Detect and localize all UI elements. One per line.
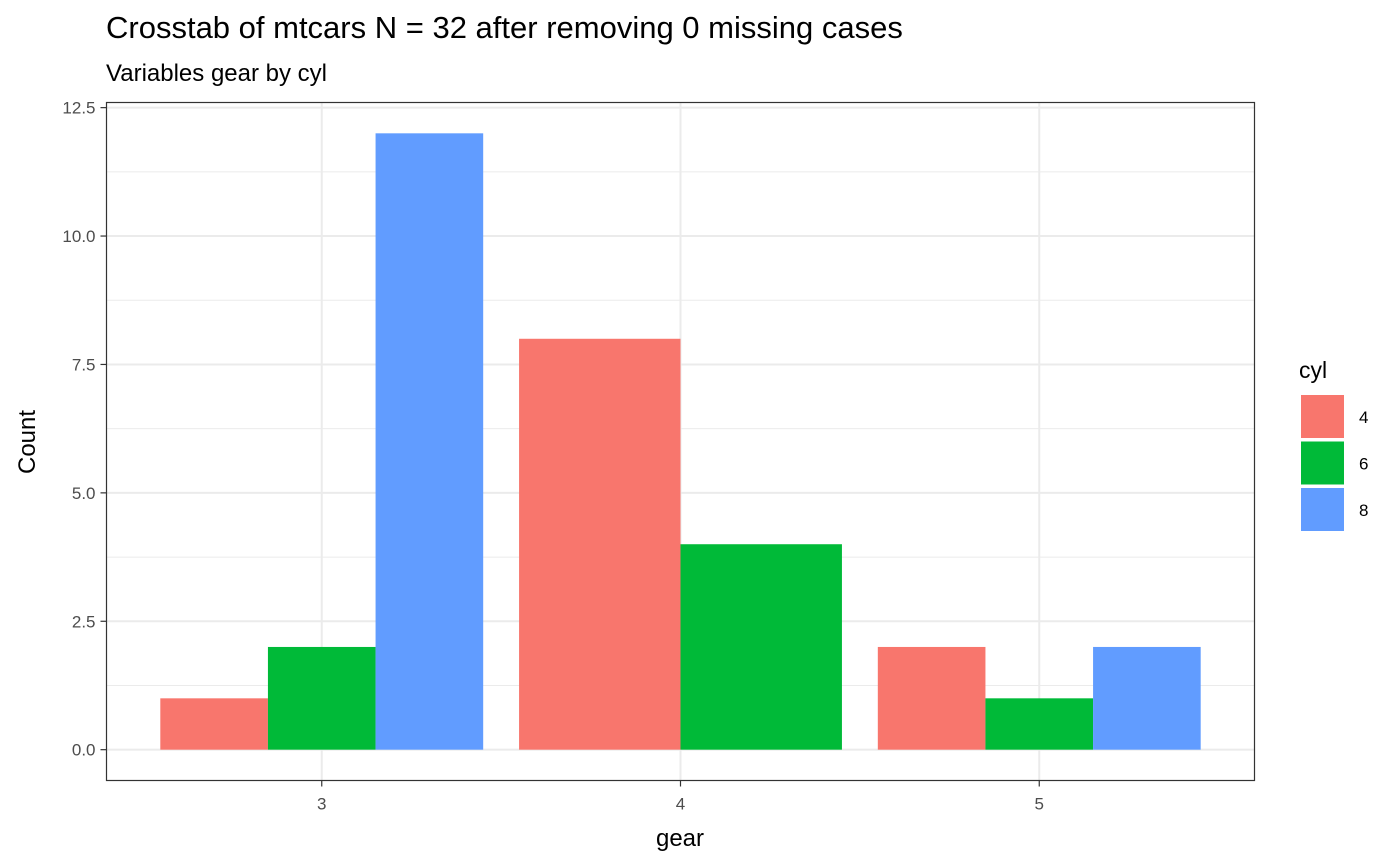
legend: cyl 4 6 8 <box>1299 357 1368 531</box>
y-tick-label: 12.5 <box>62 99 95 118</box>
y-tick-label: 10.0 <box>62 227 95 246</box>
x-tick-label: 4 <box>676 795 685 814</box>
y-tick-label: 5.0 <box>72 484 96 503</box>
bar-gear-5-cyl-4 <box>877 646 986 750</box>
y-tick-label: 0.0 <box>72 741 96 760</box>
bars <box>160 133 1201 750</box>
legend-key-6 <box>1301 441 1344 485</box>
bar-gear-3-cyl-4 <box>160 698 268 750</box>
bar-gear-3-cyl-8 <box>375 133 484 750</box>
bar-gear-4-cyl-6 <box>680 544 842 750</box>
y-tick-label: 7.5 <box>72 355 96 374</box>
y-axis-title: Count <box>14 410 41 474</box>
x-tick-label: 3 <box>317 795 326 814</box>
legend-label-4: 4 <box>1359 408 1368 427</box>
bar-gear-5-cyl-6 <box>985 698 1094 750</box>
bar-gear-5-cyl-8 <box>1093 646 1201 750</box>
y-tick-label: 2.5 <box>72 612 96 631</box>
legend-label-8: 8 <box>1359 501 1368 520</box>
bar-gear-3-cyl-6 <box>267 646 376 750</box>
legend-key-8 <box>1301 488 1344 531</box>
chart-subtitle: Variables gear by cyl <box>106 60 327 87</box>
legend-key-4 <box>1301 395 1344 438</box>
x-tick-label: 5 <box>1035 795 1044 814</box>
chart-title: Crosstab of mtcars N = 32 after removing… <box>106 10 903 45</box>
legend-title: cyl <box>1299 357 1327 383</box>
axes: 0.0 2.5 5.0 7.5 10.0 12.5 3 4 5 <box>62 99 1044 814</box>
legend-label-6: 6 <box>1359 455 1368 474</box>
bar-gear-4-cyl-4 <box>519 338 681 750</box>
x-axis-title: gear <box>656 825 704 852</box>
